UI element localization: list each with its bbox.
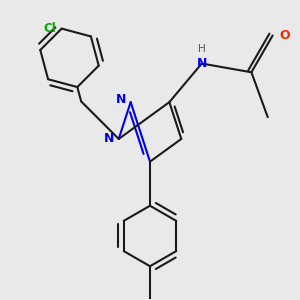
Text: N: N <box>116 93 126 106</box>
Text: Cl: Cl <box>44 22 56 35</box>
Text: H: H <box>198 44 206 54</box>
Text: N: N <box>196 57 207 70</box>
Text: O: O <box>279 29 290 42</box>
Text: N: N <box>104 132 114 146</box>
